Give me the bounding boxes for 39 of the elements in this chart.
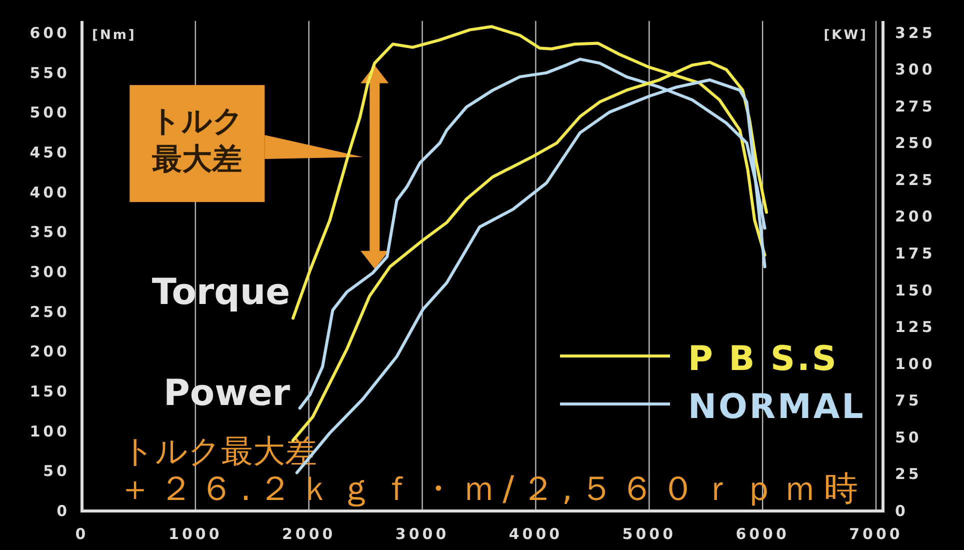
y-axis-title: [Nm] <box>92 28 136 43</box>
x-tick-label: 4000 <box>508 525 563 543</box>
y-tick-label: 150 <box>30 382 70 400</box>
y2-tick-label: 75 <box>895 392 922 410</box>
y-tick-label: 600 <box>30 24 70 42</box>
y-tick-label: 450 <box>30 143 70 162</box>
y2-tick-label: 300 <box>895 60 936 79</box>
y-tick-label: 100 <box>30 422 70 440</box>
y2-tick-label: 125 <box>895 318 936 336</box>
x-tick-label: 1000 <box>168 525 222 543</box>
y-tick-label: 400 <box>30 183 70 202</box>
y2-tick-label: 250 <box>895 134 936 152</box>
legend-label: P B S.S <box>688 339 838 379</box>
y-tick-label: 550 <box>30 64 70 82</box>
y2-axis-title: [KW] <box>824 28 868 43</box>
y-tick-label: 300 <box>30 262 70 281</box>
y2-tick-label: 275 <box>895 97 936 116</box>
y-tick-label: 500 <box>30 104 70 122</box>
x-tick-label: 7000 <box>849 525 903 543</box>
y2-tick-label: 100 <box>895 354 936 373</box>
y-tick-label: 350 <box>30 223 70 242</box>
y2-tick-label: 325 <box>895 24 936 42</box>
y-tick-label: 200 <box>30 342 70 361</box>
x-tick-label: 0 <box>75 525 89 543</box>
y2-tick-label: 225 <box>895 170 936 189</box>
y2-tick-label: 50 <box>895 428 922 446</box>
annotation: トルク最大差 <box>150 104 244 178</box>
x-tick-label: 5000 <box>622 525 676 543</box>
x-tick-label: 6000 <box>736 525 790 543</box>
y2-tick-label: 200 <box>895 208 936 226</box>
x-tick-label: 2000 <box>282 525 336 543</box>
y2-tick-label: 25 <box>895 465 922 484</box>
x-tick-label: 3000 <box>395 525 450 543</box>
y-tick-label: 50 <box>43 462 70 480</box>
y-tick-label: 250 <box>30 302 70 321</box>
y2-tick-label: 150 <box>895 281 936 300</box>
y-tick-label: 0 <box>56 502 70 520</box>
y2-tick-label: 175 <box>895 244 936 262</box>
y2-tick-label: 0 <box>895 502 908 520</box>
